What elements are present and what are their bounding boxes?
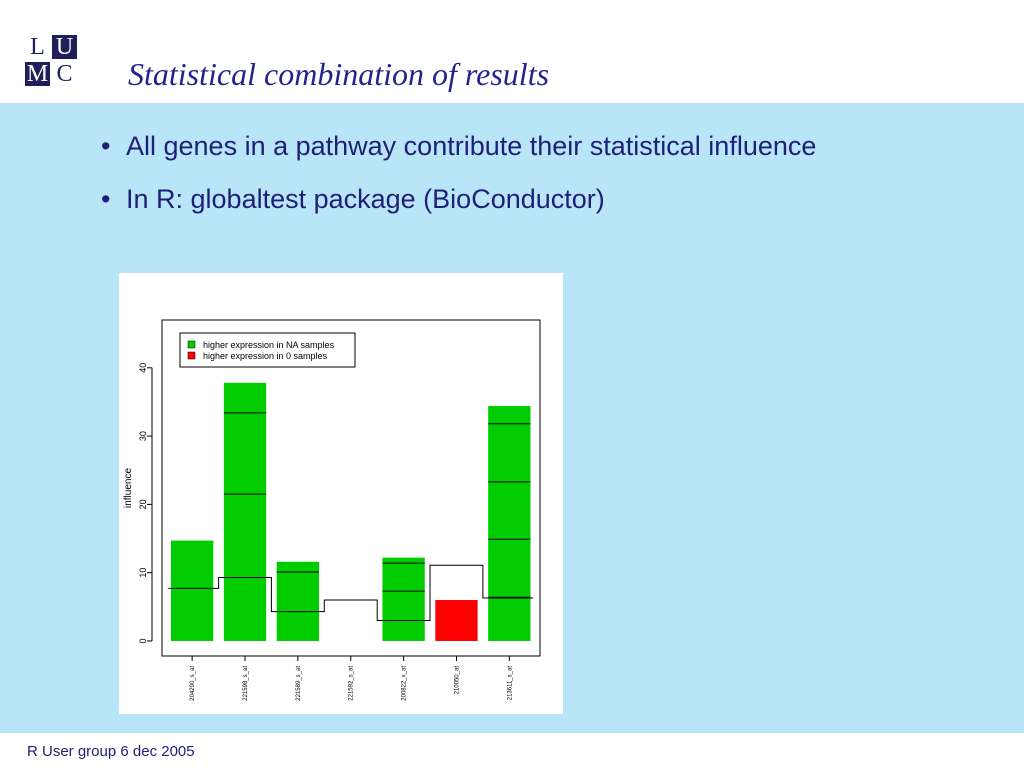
bullet-text: In R: globaltest package (BioConductor) — [126, 184, 605, 214]
y-axis-label: influence — [123, 468, 134, 508]
bullet-list: • All genes in a pathway contribute thei… — [101, 130, 816, 236]
bullet-marker: • — [101, 184, 111, 214]
logo-letter-m: M — [25, 61, 50, 87]
legend-swatch — [187, 340, 196, 349]
slide-content: • All genes in a pathway contribute thei… — [0, 103, 1024, 733]
x-tick-label: 210050_at — [454, 666, 460, 695]
logo-letter-l: L — [25, 35, 50, 59]
slide-header: L U M C Statistical combination of resul… — [0, 0, 1024, 103]
y-tick-label: 10 — [138, 568, 148, 578]
x-tick-label: 200822_x_at — [402, 666, 408, 701]
chart-bar — [435, 600, 478, 641]
bullet-marker: • — [101, 131, 111, 161]
slide-title: Statistical combination of results — [128, 56, 550, 92]
chart-bar — [382, 557, 425, 641]
footer-text: R User group 6 dec 2005 — [27, 743, 195, 760]
bullet-item: • All genes in a pathway contribute thei… — [101, 130, 816, 162]
logo-letter-c: C — [52, 62, 77, 86]
legend-swatch — [187, 351, 196, 360]
logo-letter-u: U — [52, 35, 77, 59]
x-tick-label: 204290_s_at — [190, 666, 196, 701]
y-tick-label: 0 — [138, 638, 148, 643]
legend-box — [179, 332, 356, 368]
x-tick-label: 221589_s_at — [296, 666, 302, 701]
y-tick-label: 30 — [138, 431, 148, 441]
expected-influence-line — [168, 564, 534, 621]
chart-panel: 0 10 20 30 40 influence 204290_s_at 221598_s_at… — [119, 273, 563, 714]
y-tick-label: 40 — [138, 363, 148, 373]
x-tick-label: 221598_s_at — [243, 666, 249, 701]
legend-label: higher expression in NA samples — [203, 340, 335, 350]
chart-bar — [170, 540, 214, 641]
influence-bar-chart: 0 10 20 30 40 influence 204290_s_at 221598_s_at… — [123, 319, 541, 701]
x-tick-label: 213611_s_at — [507, 666, 513, 701]
slide-footer: R User group 6 dec 2005 — [0, 733, 1024, 768]
bullet-text: All genes in a pathway contribute their … — [126, 131, 817, 161]
lumc-logo: L U M C — [25, 35, 79, 87]
plot-frame — [161, 319, 541, 657]
chart-bar — [223, 382, 267, 641]
bullet-item: • In R: globaltest package (BioConductor… — [101, 183, 816, 215]
chart-bar — [488, 406, 531, 641]
x-tick-label: 221592_s_at — [349, 666, 355, 701]
chart-bar — [276, 561, 320, 641]
y-tick-label: 20 — [138, 499, 148, 509]
legend-label: higher expression in 0 samples — [203, 351, 328, 361]
